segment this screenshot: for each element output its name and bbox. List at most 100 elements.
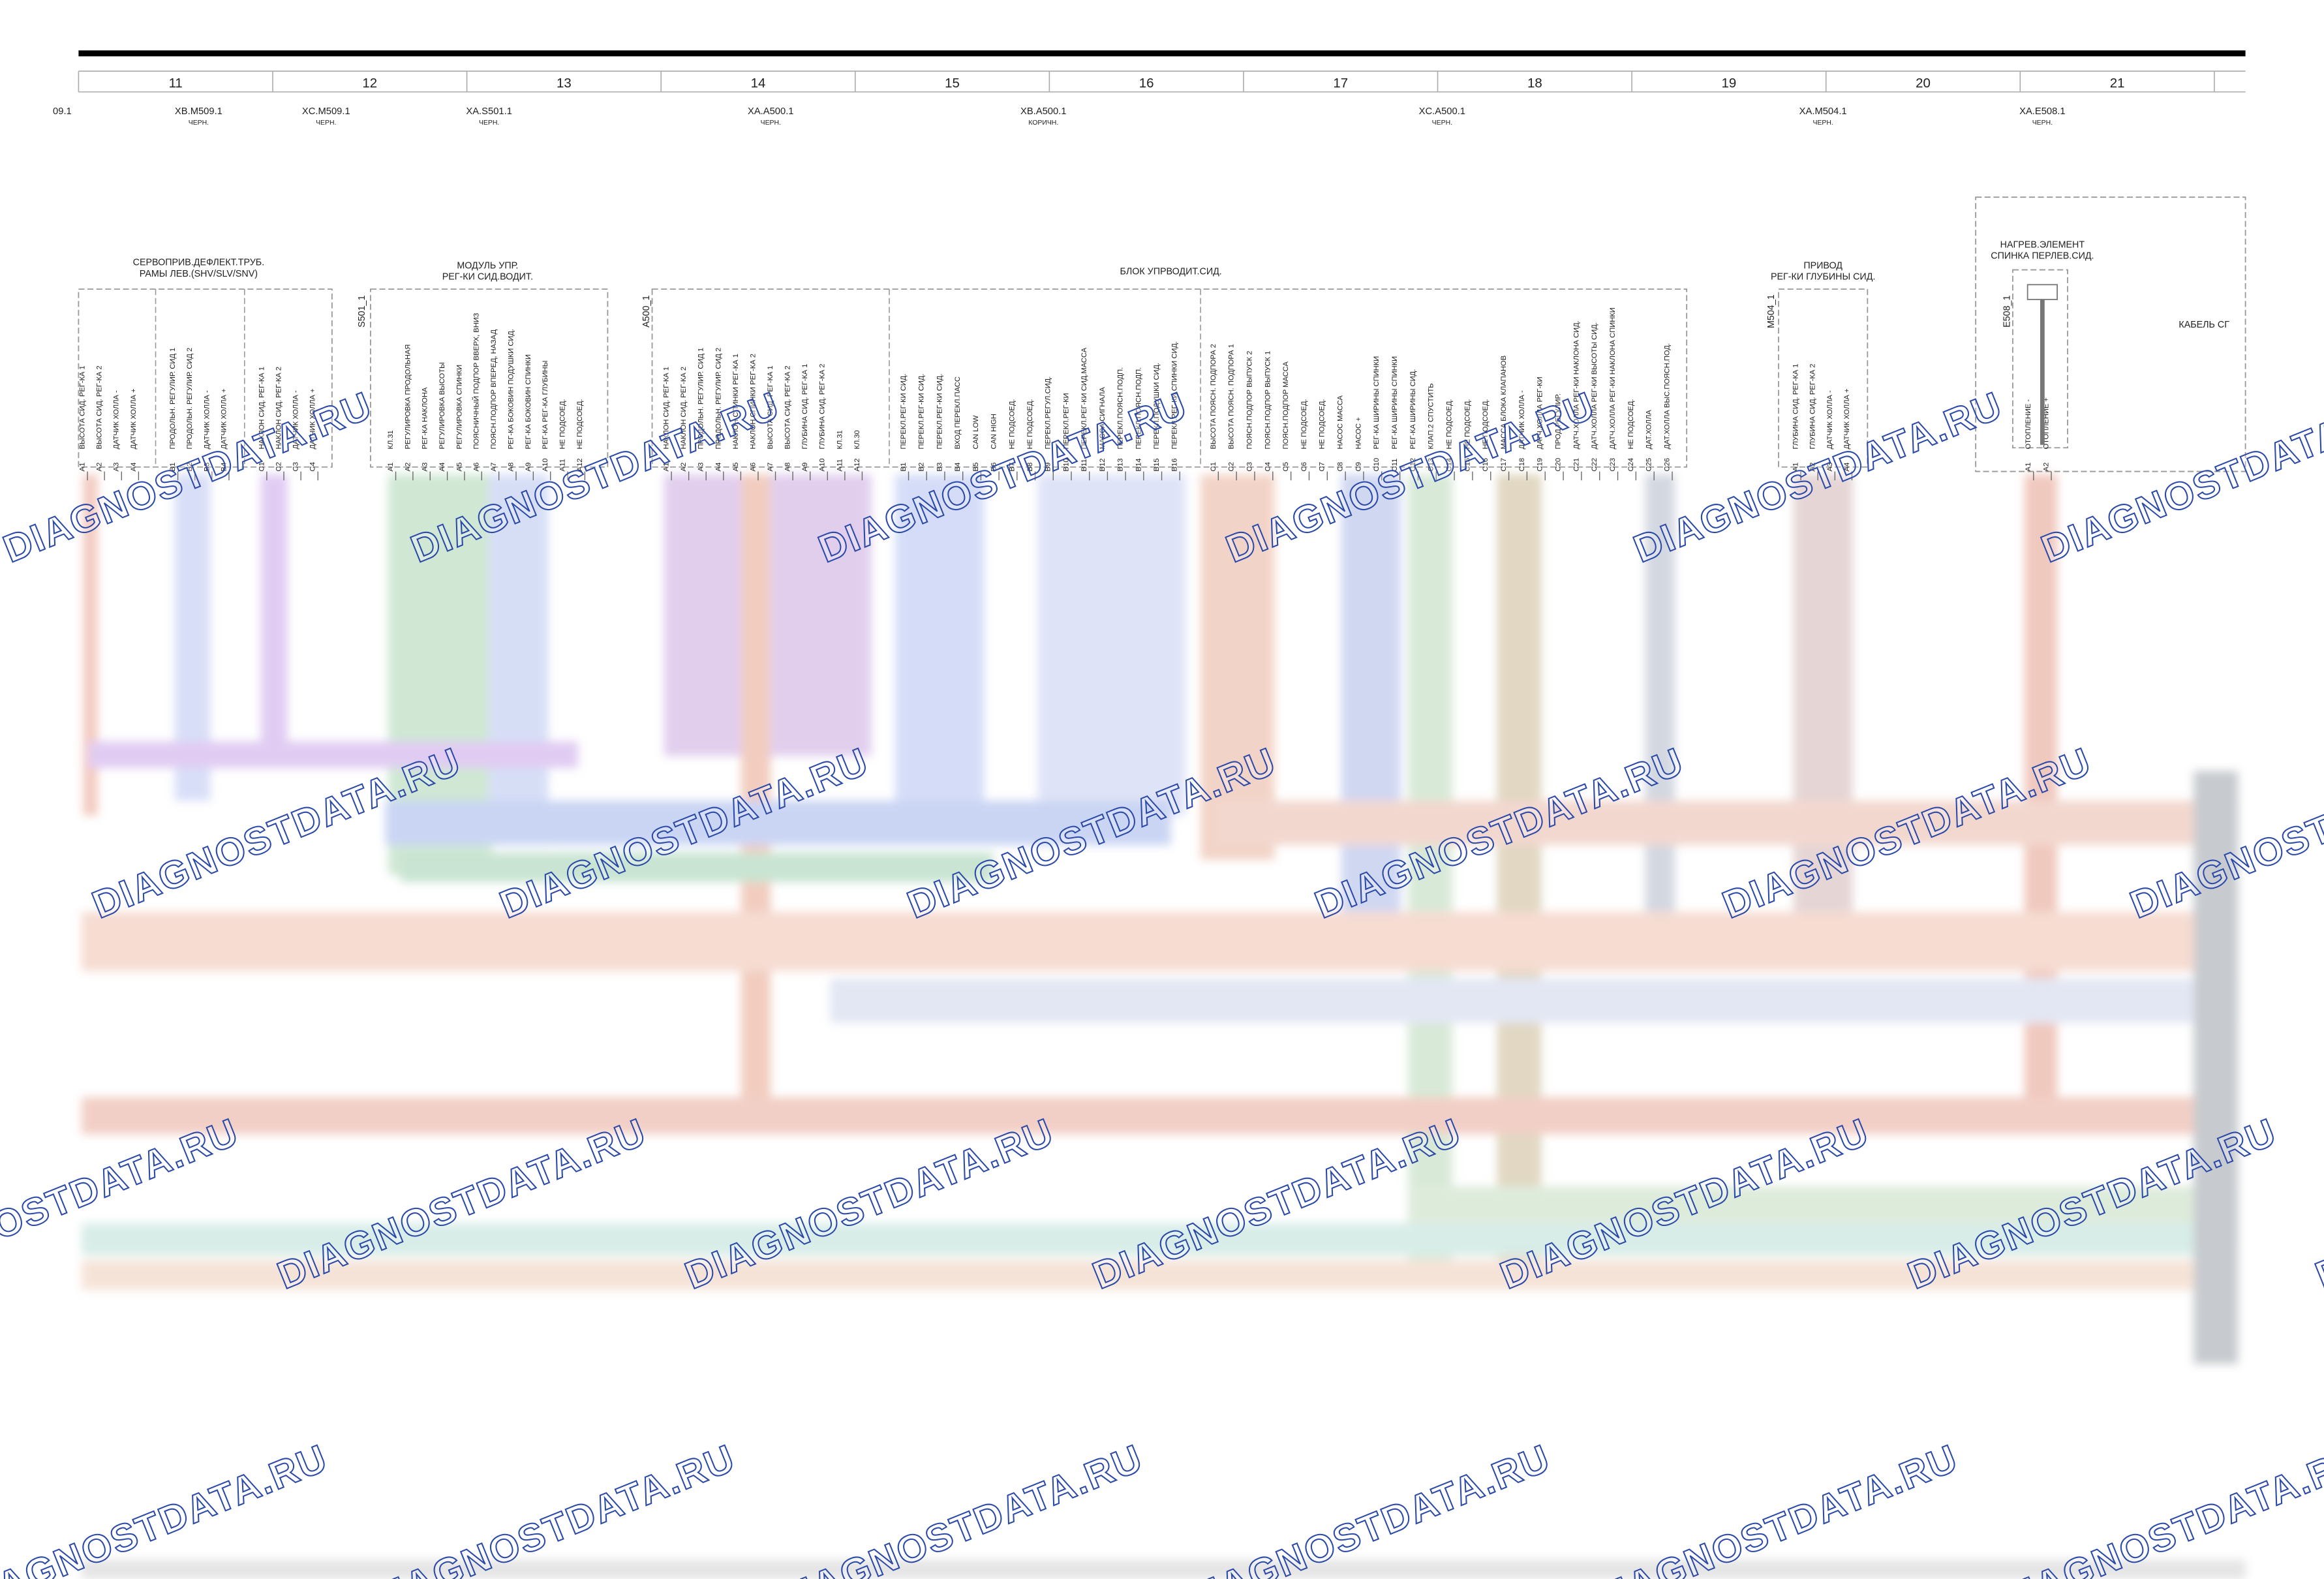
pin-code: C15 xyxy=(1463,458,1471,472)
pin-label: ПОЯСН.ПОДПОР ВПЕРЕД, НАЗАД xyxy=(490,330,498,450)
pin-label: НЕ ПОДСОЕД. xyxy=(1482,399,1490,450)
pin-code: C2 xyxy=(275,462,283,472)
pin-code: B13 xyxy=(1117,458,1125,471)
wire xyxy=(81,1097,2231,1135)
wire xyxy=(1215,801,2239,846)
pin-label: CAN HIGH xyxy=(990,414,998,449)
pin-label: ДАТЧИК ХОЛЛА - xyxy=(113,390,121,450)
pin-code: C12 xyxy=(1409,458,1417,472)
pin-code: A3 xyxy=(1826,463,1834,472)
pin-code: B4 xyxy=(220,463,228,472)
pin-code: A2 xyxy=(404,463,412,472)
block-title: СПИНКА ПЕРЛЕВ.СИД. xyxy=(1991,251,2094,262)
pin-label: ВЫСОТА СИД. РЕГ-КА 2 xyxy=(96,365,104,449)
pin-label: ГЛУБИНА СИД. РЕГ-КА 1 xyxy=(1792,363,1800,449)
pin-label: НАКЛОН СИД. РЕГ-КА 2 xyxy=(680,367,688,450)
connector-color: ЧЕРН. xyxy=(189,119,209,127)
pin-label: ОТОПЛЕНИЕ - xyxy=(2025,399,2032,450)
pin-label: РЕГ-КА БОКОВИН СПИНКИ xyxy=(525,354,532,450)
pin-code: A1 xyxy=(663,463,671,472)
block: МОДУЛЬ УПР.РЕГ-КИ СИД.ВОДИТ. S501_1 A1 КЛ.3… xyxy=(357,260,609,481)
connector-color: ЧЕРН. xyxy=(2032,119,2053,127)
pin-code: C9 xyxy=(1354,462,1362,472)
block-title: СЕРВОПРИВ.ДЕФЛЕКТ.ТРУБ. xyxy=(133,258,265,268)
pin-label: ПЕРЕКЛ.РЕГ-КИ СПИНКИ СИД. xyxy=(1171,341,1179,450)
pin-code: C6 xyxy=(1300,462,1308,472)
pin-code: A8 xyxy=(784,463,792,472)
pin-label: РЕГ-КА ШИРИНЫ СПИНКИ xyxy=(1391,356,1399,450)
pin-label: РЕГ-КА ШИРИНЫ СИД. xyxy=(1409,369,1417,450)
pin-code: A6 xyxy=(749,463,757,472)
column-number: 13 xyxy=(557,76,572,91)
pin-code: A4 xyxy=(438,463,446,472)
wire xyxy=(1793,474,1853,964)
pin-label: ДАТЧИК ХОЛЛА - xyxy=(203,390,211,450)
pin-label: ДАТЧ.ХОЛЛА РЕГ-КИ xyxy=(1537,376,1544,449)
pin-code: A4 xyxy=(714,463,722,472)
wire xyxy=(89,741,578,769)
pin-label: ВЫСОТА СИД. РЕГ-КА 1 xyxy=(767,365,774,449)
wires xyxy=(81,474,2246,1579)
pin-label: ДАТЧИК ХОЛЛА - xyxy=(1518,390,1526,450)
pin-code: C21 xyxy=(1572,458,1580,472)
pin-label: НАКЛОН СИД. РЕГ-КА 1 xyxy=(663,367,671,450)
pin-code: C20 xyxy=(1555,458,1563,472)
pin-label: НАСОС МАССА xyxy=(1337,395,1345,449)
wire xyxy=(830,978,2239,1023)
pin-code: A1 xyxy=(2025,463,2032,472)
pin-code: B7 xyxy=(1008,463,1016,472)
pin-code: A7 xyxy=(490,463,498,472)
pin-label: ДАТЧИК ХОЛЛА + xyxy=(1843,388,1851,449)
connector-name: XA.M504.1 xyxy=(1799,106,1847,117)
connector-color: ЧЕРН. xyxy=(316,119,336,127)
pin-code: A1 xyxy=(78,463,86,472)
column-number: 12 xyxy=(362,76,377,91)
pin-code: B8 xyxy=(1026,463,1034,472)
pin-code: A3 xyxy=(421,463,429,472)
pin-code: B4 xyxy=(954,463,962,472)
pin-label: ВЫСОТА СИД. РЕГ-КА 2 xyxy=(784,365,792,449)
pin-label: ВХОД ПЕРЕКЛ.ПАСС xyxy=(954,376,962,449)
pin-label: РЕГ-КА ШИРИНЫ СПИНКИ xyxy=(1373,356,1381,450)
heater-symbol xyxy=(2026,284,2058,445)
pin-label: ДАТЧИК ХОЛЛА + xyxy=(130,388,138,449)
pin-label: КЛАП.2 СПУСТИТЬ xyxy=(1428,383,1435,449)
block-id: M504_1 xyxy=(1766,294,1777,328)
pin-label: ГЛУБИНА СИД. РЕГ-КА 1 xyxy=(801,363,809,449)
wire xyxy=(741,474,771,1112)
pin-label: ПРОДОЛЬН. РЕГУЛИР. СИД 1 xyxy=(697,348,705,450)
pin-label: НЕ ПОДСОЕД. xyxy=(1300,399,1308,450)
block-frame xyxy=(1975,196,2246,472)
content: 11 12 13 14 15 16 17 18 19 20 21 09.1 XB.M509.1 ЧЕРН.… xyxy=(53,71,2246,481)
pin-label: ВЫСОТА ПОЯСН. ПОДПОРА 2 xyxy=(1210,344,1217,449)
pin-code: C23 xyxy=(1609,458,1617,472)
pin-label: РЕГ-КА НАКЛОНА xyxy=(421,387,429,449)
pin-label: ОТОПЛЕНИЕ + xyxy=(2042,397,2050,449)
column-number: 15 xyxy=(945,76,960,91)
connector-name: XB.M509.1 xyxy=(175,106,222,117)
pin-code: B6 xyxy=(990,463,998,472)
column-number: 16 xyxy=(1139,76,1154,91)
connector-name: XA.A500.1 xyxy=(748,106,794,117)
block-id: E508_1 xyxy=(2002,295,2012,327)
pin-label: ДАТЧ.ХОЛЛА РЕГ-КИ ВЫСОТЫ СИД. xyxy=(1591,322,1598,449)
block-inner-frame xyxy=(2012,269,2068,449)
pin-label: МАССА СИГНАЛА xyxy=(1099,387,1107,450)
pin-code: C17 xyxy=(1500,458,1508,472)
pin-code: A1 xyxy=(1792,463,1800,472)
block-id: S501_1 xyxy=(357,295,367,327)
wire xyxy=(1200,474,1275,860)
pin-label: ПЕРЕКЛ.РЕГ-КИ СИД.МАССА xyxy=(1080,347,1088,449)
column-number: 20 xyxy=(1916,76,1931,91)
connector-color: КОРИЧН. xyxy=(1028,119,1058,127)
wire xyxy=(1497,474,1542,1276)
pin-code: A4 xyxy=(130,463,138,472)
pin-label: РЕГУЛИРОВКА ВЫСОТЫ xyxy=(438,362,446,449)
pin-code: C2 xyxy=(1228,462,1236,472)
pin-code: A8 xyxy=(507,463,515,472)
connector-name: 09.1 xyxy=(53,106,72,117)
pin-label: НЕ ПОДСОЕД. xyxy=(1026,399,1034,450)
pin-label: ПРОДОЛЬН. РЕГУЛИР. СИД 2 xyxy=(714,348,722,450)
block-title: МОДУЛЬ УПР. xyxy=(457,260,518,271)
pin-code: B2 xyxy=(918,463,926,472)
